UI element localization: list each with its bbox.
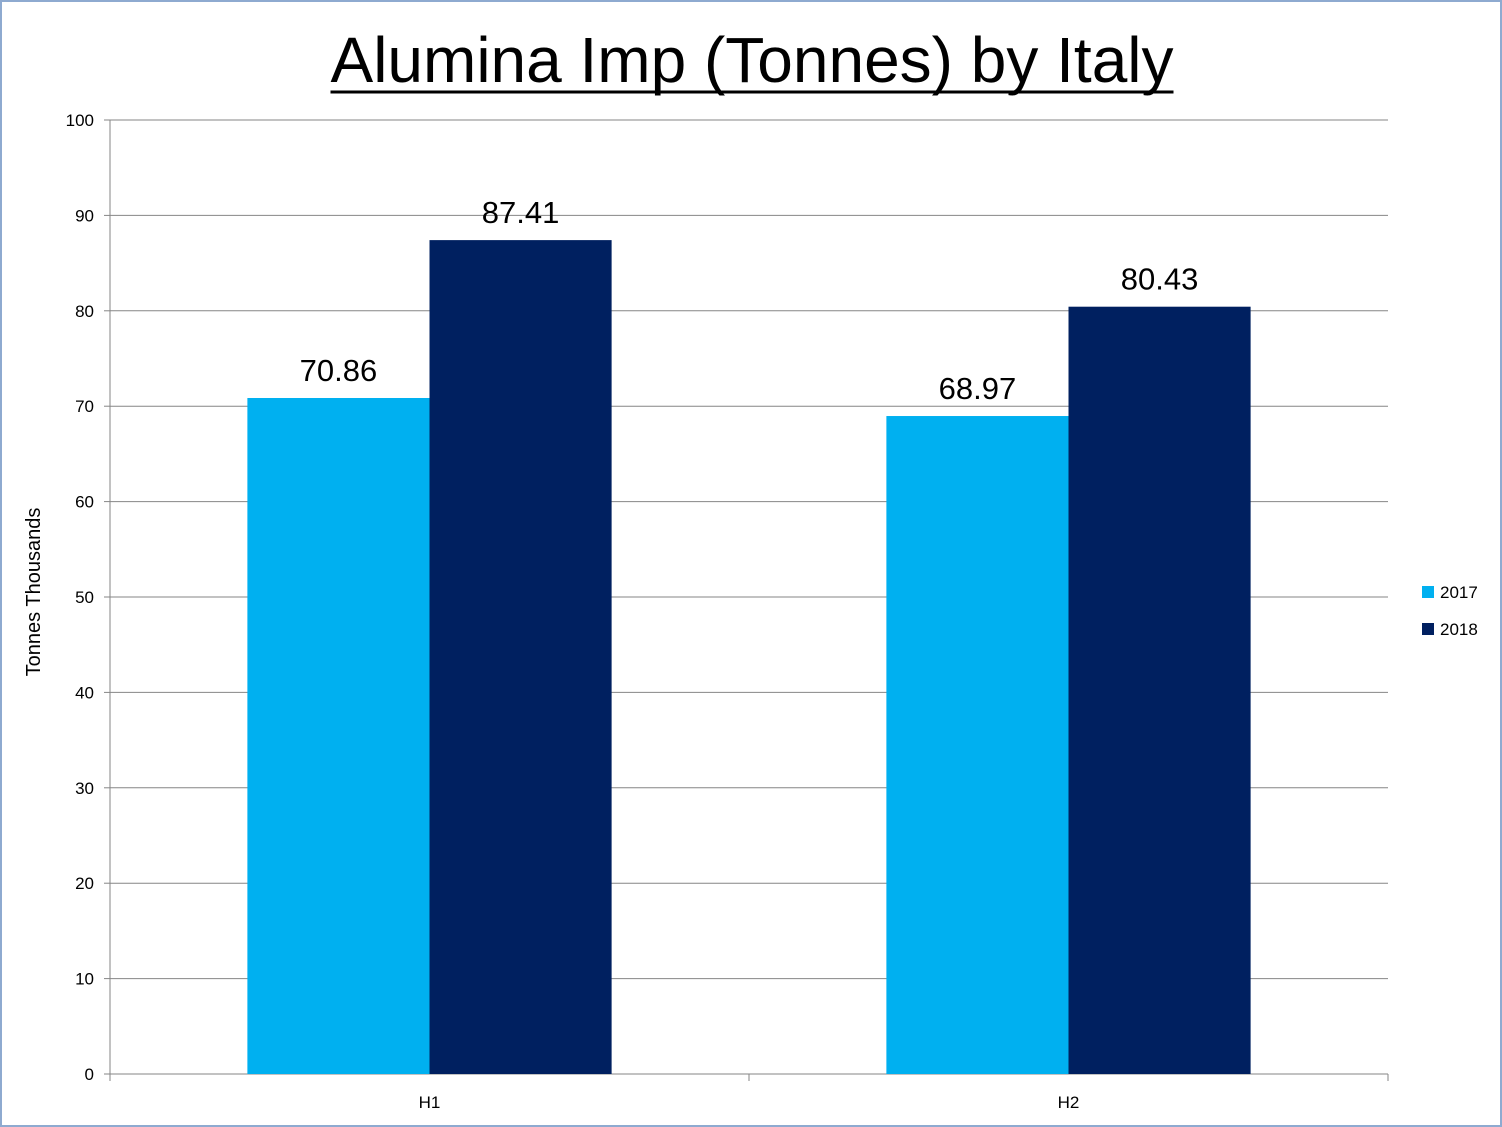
y-tick-label: 10 bbox=[75, 970, 94, 989]
chart-title: Alumina Imp (Tonnes) by Italy bbox=[331, 24, 1174, 96]
legend: 2017 2018 bbox=[1422, 583, 1478, 639]
y-tick-label: 30 bbox=[75, 779, 94, 798]
x-tick-label: H2 bbox=[1058, 1093, 1080, 1112]
legend-label: 2018 bbox=[1440, 620, 1478, 639]
y-tick-label: 70 bbox=[75, 397, 94, 416]
x-axis: H1 H2 bbox=[109, 1073, 1389, 1112]
x-tick-label: H1 bbox=[419, 1093, 441, 1112]
legend-swatch-2017 bbox=[1422, 586, 1434, 598]
y-tick-label: 20 bbox=[75, 874, 94, 893]
bar-2017-H2 bbox=[886, 416, 1069, 1074]
bar-2018-H1 bbox=[429, 240, 612, 1075]
data-label: 87.41 bbox=[482, 195, 560, 230]
y-tick-label: 80 bbox=[75, 302, 94, 321]
y-tick-label: 40 bbox=[75, 683, 94, 702]
data-labels: 70.86 87.41 68.97 80.43 bbox=[300, 195, 1199, 406]
y-axis: 0 10 20 30 40 50 60 70 80 90 100 bbox=[66, 111, 111, 1084]
y-axis-title: Tonnes Thousands bbox=[23, 508, 45, 677]
y-tick-label: 100 bbox=[66, 111, 94, 130]
data-label: 70.86 bbox=[300, 353, 378, 388]
bars bbox=[247, 240, 1251, 1075]
y-tick-label: 0 bbox=[85, 1065, 94, 1084]
y-tick-label: 60 bbox=[75, 493, 94, 512]
legend-label: 2017 bbox=[1440, 583, 1478, 602]
bar-2017-H1 bbox=[247, 397, 430, 1074]
data-label: 68.97 bbox=[939, 371, 1017, 406]
y-tick-label: 90 bbox=[75, 206, 94, 225]
y-tick-label: 50 bbox=[75, 588, 94, 607]
legend-swatch-2018 bbox=[1422, 623, 1434, 635]
bar-2018-H2 bbox=[1068, 306, 1251, 1074]
data-label: 80.43 bbox=[1121, 262, 1199, 297]
